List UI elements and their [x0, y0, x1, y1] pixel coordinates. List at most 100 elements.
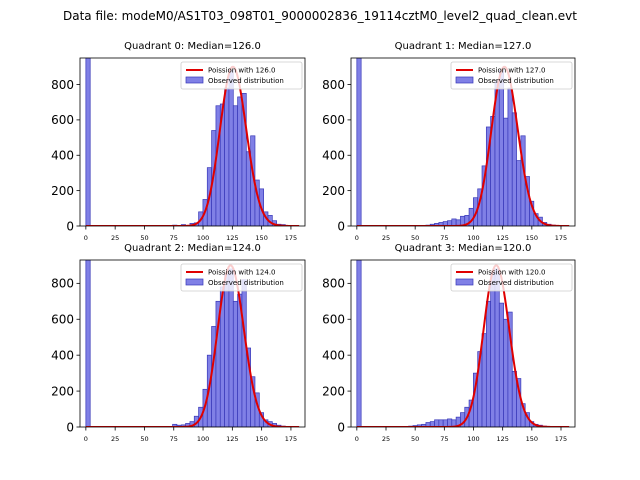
x-tick-label: 25	[382, 435, 390, 443]
x-tick-label: 100	[467, 234, 479, 242]
x-tick-label: 125	[226, 435, 238, 443]
y-tick-label: 200	[322, 184, 345, 198]
y-tick-label: 0	[66, 420, 74, 434]
axes-frame	[79, 57, 306, 227]
legend-bar-swatch	[455, 278, 474, 286]
legend-box	[450, 61, 573, 90]
histogram-bar	[228, 70, 234, 226]
x-tick-label: 0	[355, 234, 359, 242]
legend-observed-label: Observed distribution	[208, 77, 284, 85]
histogram-bar	[434, 419, 440, 427]
subplot-title: Quadrant 0: Median=126.0	[124, 41, 261, 52]
histogram-bar	[237, 96, 243, 226]
histogram-bar	[356, 58, 362, 226]
x-tick-label: 150	[255, 234, 267, 242]
poisson-curve	[85, 264, 300, 427]
histogram-bar	[516, 160, 522, 226]
x-tick-label: 0	[84, 435, 88, 443]
x-tick-label: 100	[467, 435, 479, 443]
x-tick-label: 50	[140, 234, 148, 242]
legend-box	[450, 263, 573, 292]
y-tick-label: 800	[322, 277, 345, 291]
x-tick-label: 125	[496, 234, 508, 242]
x-tick-label: 75	[170, 435, 178, 443]
legend-poisson-label: Poission with 124.0	[208, 269, 276, 277]
poisson-curve	[356, 264, 570, 427]
histogram-bar	[215, 105, 221, 226]
x-tick-label: 75	[440, 435, 448, 443]
subplot-quadrant-1: 0 25 50 75 100 125 150 175 0 200 400 600 800 Quadrant…	[322, 41, 576, 242]
y-tick-label: 600	[322, 113, 345, 127]
x-tick-label: 0	[84, 234, 88, 242]
histogram-bar	[507, 87, 513, 226]
subplot-title: Quadrant 2: Median=124.0	[124, 243, 261, 254]
histogram-bar	[442, 419, 448, 427]
legend-bar-swatch	[185, 278, 204, 286]
legend-poisson-label: Poission with 126.0	[208, 67, 276, 75]
poisson-curve	[85, 65, 300, 226]
legend: Poission with 127.0 Observed distribution	[450, 61, 573, 90]
x-tick-label: 25	[382, 234, 390, 242]
y-tick-label: 0	[337, 420, 345, 434]
histogram-bar	[224, 87, 230, 226]
histogram-bar	[85, 260, 91, 427]
x-tick-label: 100	[197, 234, 209, 242]
subplot-quadrant-3: 0 25 50 75 100 125 150 175 0 200 400 600 800 Quadrant…	[322, 243, 576, 443]
x-tick-label: 150	[526, 234, 538, 242]
legend-poisson-label: Poission with 127.0	[478, 67, 546, 75]
legend-observed-label: Observed distribution	[478, 279, 554, 287]
histogram-bar	[85, 58, 91, 226]
histogram-bar	[447, 418, 453, 427]
x-tick-label: 0	[355, 435, 359, 443]
subplot-quadrant-0: 0 25 50 75 100 125 150 175 0 200 400 600 800 Quadrant…	[51, 41, 306, 242]
plot-area	[356, 260, 570, 427]
y-tick-label: 400	[322, 348, 345, 362]
histogram-bar	[245, 151, 251, 226]
histogram-bar	[498, 302, 504, 427]
y-tick-label: 800	[51, 277, 74, 291]
subplot-title: Quadrant 1: Median=127.0	[395, 41, 532, 52]
subplot-title: Quadrant 3: Median=120.0	[395, 243, 532, 254]
histogram-bar	[498, 70, 504, 226]
axes-frame	[350, 57, 576, 227]
legend-bar-swatch	[185, 76, 204, 84]
y-tick-label: 200	[51, 184, 74, 198]
legend: Poission with 126.0 Observed distribution	[180, 61, 303, 90]
figure-suptitle: Data file: modeM0/AS1T03_098T01_90000028…	[63, 9, 577, 23]
axes-frame	[79, 259, 306, 428]
legend-bar-swatch	[455, 76, 474, 84]
poisson-curve	[356, 65, 570, 226]
y-tick-label: 800	[322, 78, 345, 92]
legend: Poission with 124.0 Observed distribution	[180, 263, 303, 292]
histogram-bar	[228, 268, 234, 427]
histogram-bar	[438, 419, 444, 427]
x-tick-label: 175	[285, 435, 297, 443]
legend-poisson-label: Poission with 120.0	[478, 269, 546, 277]
y-tick-label: 400	[322, 149, 345, 163]
legend-box	[180, 263, 303, 292]
histogram-bar	[490, 272, 496, 427]
y-tick-label: 800	[51, 78, 74, 92]
histogram-bar	[494, 268, 500, 427]
histogram-bar	[356, 260, 362, 427]
x-tick-label: 125	[496, 435, 508, 443]
legend: Poission with 120.0 Observed distribution	[450, 263, 573, 292]
x-tick-label: 25	[111, 234, 119, 242]
x-tick-label: 25	[111, 435, 119, 443]
axes-frame	[350, 259, 576, 428]
x-tick-label: 150	[526, 435, 538, 443]
legend-observed-label: Observed distribution	[208, 279, 284, 287]
histogram-bar	[485, 300, 491, 427]
subplot-grid: 0 25 50 75 100 125 150 175 0 200 400 600 800 Quadrant…	[51, 41, 576, 443]
histogram-bar	[481, 333, 487, 427]
subplot-quadrant-2: 0 25 50 75 100 125 150 175 0 200 400 600 800 Quadrant…	[51, 243, 306, 443]
x-tick-label: 125	[226, 234, 238, 242]
x-tick-label: 175	[555, 435, 567, 443]
x-tick-label: 75	[170, 234, 178, 242]
legend-box	[180, 61, 303, 90]
y-tick-label: 400	[51, 348, 74, 362]
y-tick-label: 200	[322, 384, 345, 398]
histogram-bar	[224, 274, 230, 427]
histogram-bar	[241, 279, 247, 427]
